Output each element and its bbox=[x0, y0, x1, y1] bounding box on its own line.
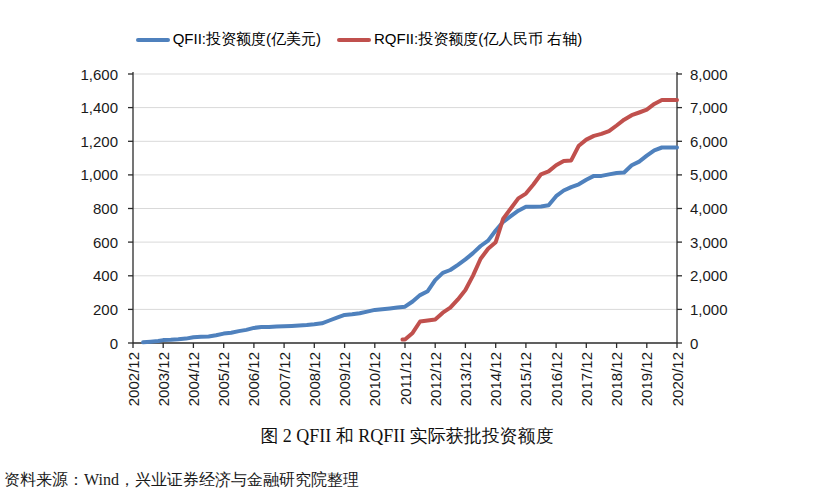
svg-text:2,000: 2,000 bbox=[690, 267, 728, 284]
left-axis-ticks: 0 200 400 600 800 1,000 1,200 1,400 1,600 bbox=[80, 66, 133, 352]
rqfii-series-line bbox=[403, 100, 678, 340]
svg-text:2005/12: 2005/12 bbox=[215, 352, 232, 406]
svg-text:2016/12: 2016/12 bbox=[548, 352, 565, 406]
svg-text:3,000: 3,000 bbox=[690, 234, 728, 251]
legend-item-rqfii: RQFII:投资额度(亿人民币 右轴) bbox=[337, 30, 582, 49]
svg-text:0: 0 bbox=[690, 335, 698, 352]
svg-text:2018/12: 2018/12 bbox=[608, 352, 625, 406]
svg-text:2003/12: 2003/12 bbox=[155, 352, 172, 406]
svg-text:2020/12: 2020/12 bbox=[669, 352, 686, 406]
svg-text:4,000: 4,000 bbox=[690, 200, 728, 217]
x-axis-ticks: 2002/12 2003/12 2004/12 2005/12 2006/12 2007/… bbox=[125, 343, 686, 406]
svg-text:2008/12: 2008/12 bbox=[306, 352, 323, 406]
svg-text:5,000: 5,000 bbox=[690, 166, 728, 183]
svg-text:2013/12: 2013/12 bbox=[457, 352, 474, 406]
svg-text:2002/12: 2002/12 bbox=[125, 352, 142, 406]
svg-text:400: 400 bbox=[93, 267, 118, 284]
gridlines bbox=[133, 74, 677, 309]
svg-text:6,000: 6,000 bbox=[690, 133, 728, 150]
svg-text:1,400: 1,400 bbox=[80, 99, 118, 116]
svg-text:200: 200 bbox=[93, 301, 118, 318]
axes bbox=[133, 72, 677, 343]
svg-text:7,000: 7,000 bbox=[690, 99, 728, 116]
svg-text:600: 600 bbox=[93, 234, 118, 251]
svg-text:2014/12: 2014/12 bbox=[487, 352, 504, 406]
svg-text:1,200: 1,200 bbox=[80, 133, 118, 150]
figure-caption: 图 2 QFII 和 RQFII 实际获批投资额度 bbox=[0, 424, 814, 448]
svg-text:1,000: 1,000 bbox=[690, 301, 728, 318]
svg-text:2010/12: 2010/12 bbox=[366, 352, 383, 406]
svg-text:2007/12: 2007/12 bbox=[276, 352, 293, 406]
qfii-line-swatch bbox=[136, 38, 170, 42]
right-axis-ticks: 0 1,000 2,000 3,000 4,000 5,000 6,000 7,000 8,00… bbox=[677, 66, 728, 352]
svg-text:2017/12: 2017/12 bbox=[578, 352, 595, 406]
svg-text:2004/12: 2004/12 bbox=[185, 352, 202, 406]
svg-text:800: 800 bbox=[93, 200, 118, 217]
svg-text:1,000: 1,000 bbox=[80, 166, 118, 183]
svg-text:2011/12: 2011/12 bbox=[397, 352, 414, 405]
svg-text:2012/12: 2012/12 bbox=[427, 352, 444, 406]
rqfii-line-swatch bbox=[337, 38, 371, 42]
svg-text:1,600: 1,600 bbox=[80, 66, 118, 83]
svg-text:0: 0 bbox=[110, 335, 118, 352]
svg-text:2019/12: 2019/12 bbox=[638, 352, 655, 406]
svg-text:2006/12: 2006/12 bbox=[245, 352, 262, 406]
svg-text:2009/12: 2009/12 bbox=[336, 352, 353, 406]
legend-item-qfii: QFII:投资额度(亿美元) bbox=[136, 30, 321, 49]
qfii-legend-label: QFII:投资额度(亿美元) bbox=[173, 30, 321, 49]
legend: QFII:投资额度(亿美元) RQFII:投资额度(亿人民币 右轴) bbox=[0, 30, 766, 49]
qfii-series-line bbox=[143, 148, 677, 343]
source-note: 资料来源：Wind，兴业证券经济与金融研究院整理 bbox=[4, 470, 359, 491]
svg-text:8,000: 8,000 bbox=[690, 66, 728, 83]
svg-text:2015/12: 2015/12 bbox=[517, 352, 534, 406]
rqfii-legend-label: RQFII:投资额度(亿人民币 右轴) bbox=[374, 30, 582, 49]
